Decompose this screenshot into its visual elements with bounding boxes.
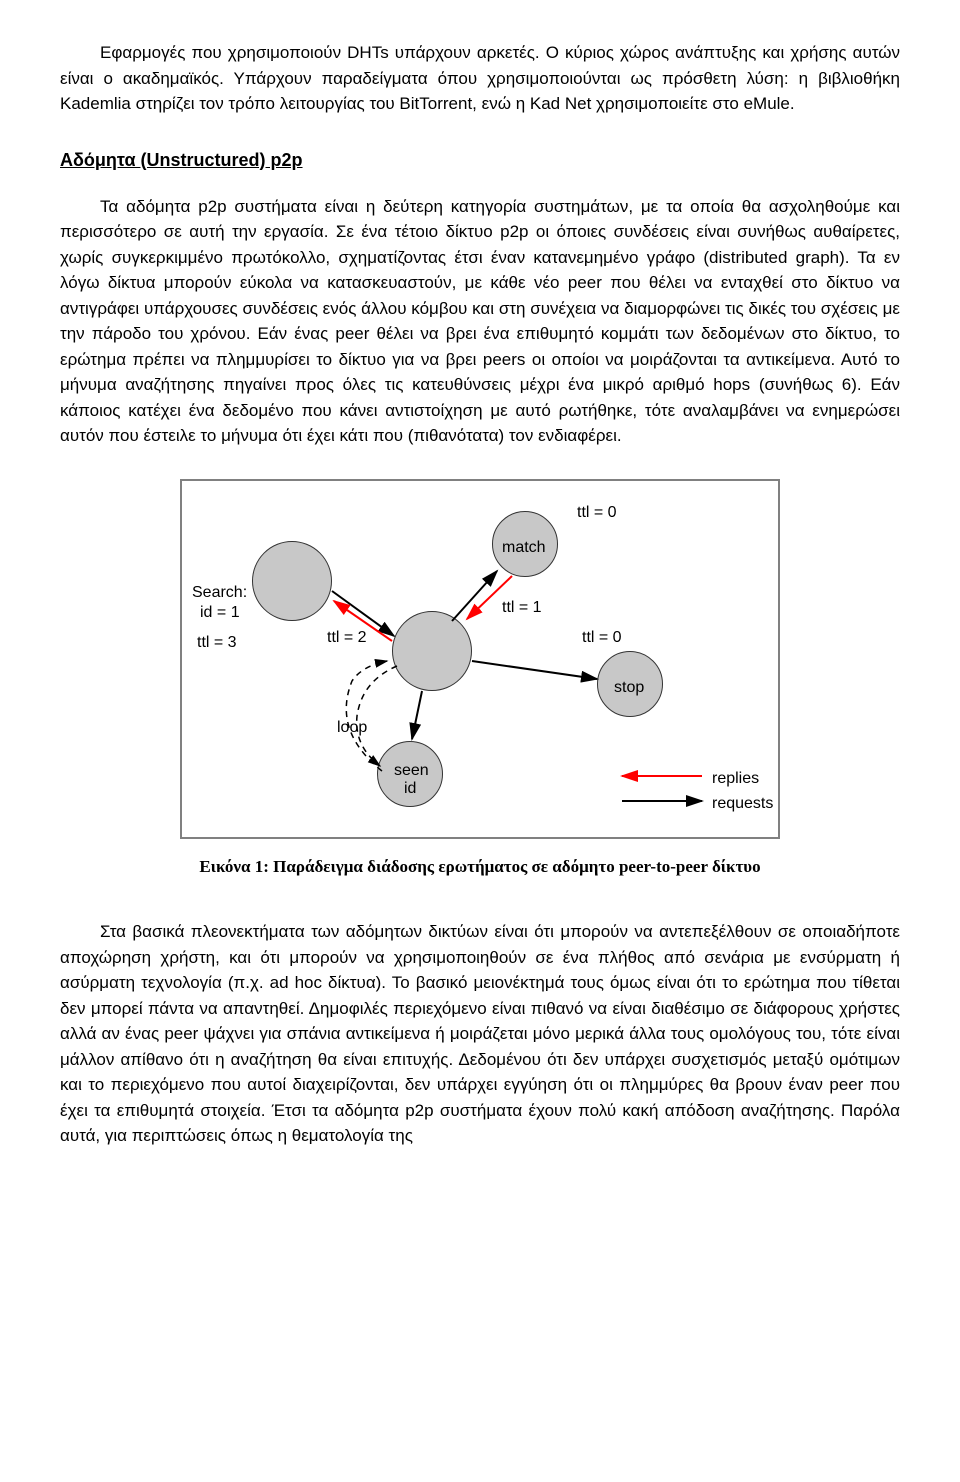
section-heading: Αδόμητα (Unstructured) p2p bbox=[60, 147, 900, 174]
body-paragraph: Τα αδόμητα p2p συστήματα είναι η δεύτερη… bbox=[60, 194, 900, 449]
label-seen-2: id bbox=[404, 777, 416, 801]
label-match: match bbox=[502, 536, 546, 560]
node-1 bbox=[252, 541, 332, 621]
label-requests: requests bbox=[712, 792, 773, 816]
label-search-2: id = 1 bbox=[200, 601, 240, 625]
intro-paragraph: Εφαρμογές που χρησιμοποιούν DHTs υπάρχου… bbox=[60, 40, 900, 117]
label-ttl0-right: ttl = 0 bbox=[582, 626, 622, 650]
label-ttl1: ttl = 1 bbox=[502, 596, 542, 620]
label-ttl3: ttl = 3 bbox=[197, 631, 237, 655]
figure-caption: Εικόνα 1: Παράδειγμα διάδοσης ερωτήματος… bbox=[199, 854, 760, 880]
figure-container: Search: id = 1 ttl = 3 ttl = 2 ttl = 1 t… bbox=[60, 479, 900, 880]
node-2 bbox=[392, 611, 472, 691]
label-ttl2: ttl = 2 bbox=[327, 626, 367, 650]
label-ttl0-top: ttl = 0 bbox=[577, 501, 617, 525]
diagram-arrows bbox=[182, 481, 782, 841]
p2p-diagram: Search: id = 1 ttl = 3 ttl = 2 ttl = 1 t… bbox=[180, 479, 780, 839]
label-replies: replies bbox=[712, 767, 759, 791]
conclusion-paragraph: Στα βασικά πλεονεκτήματα των αδόμητων δι… bbox=[60, 919, 900, 1149]
label-loop: loop bbox=[337, 716, 367, 740]
label-stop: stop bbox=[614, 676, 644, 700]
